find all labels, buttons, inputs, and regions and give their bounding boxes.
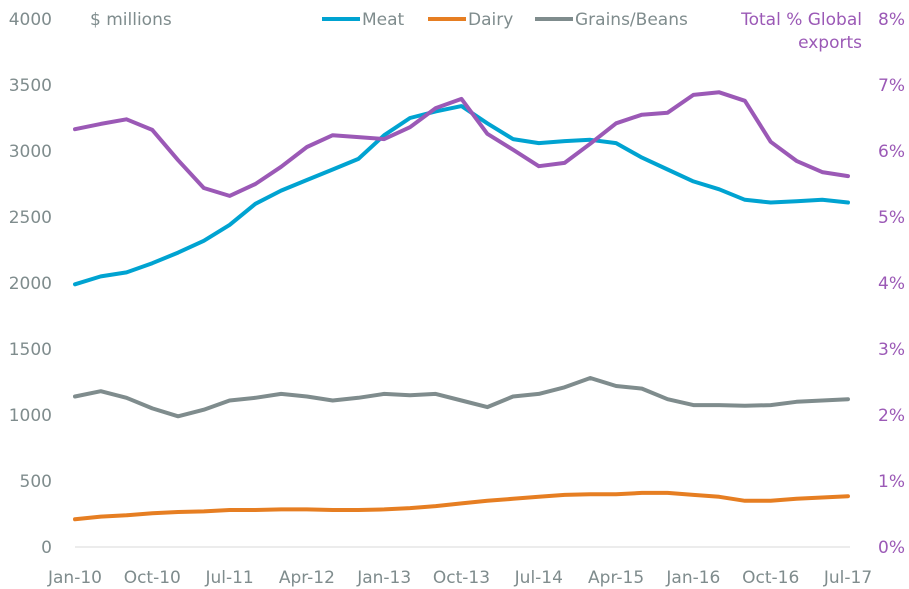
- y-tick-label: 4000: [9, 10, 52, 30]
- series-group: [73, 90, 850, 522]
- series-line-grains-beans: [73, 376, 850, 419]
- x-tick-label: Apr-12: [279, 568, 335, 588]
- x-tick-label: Jan-13: [356, 568, 411, 588]
- y-axis-label: $ millions: [90, 10, 172, 30]
- y2-tick-label: 7%: [878, 76, 905, 96]
- x-tick-label: Jul-11: [204, 568, 253, 588]
- y2-tick-label: 1%: [878, 472, 905, 492]
- y2-tick-label: 8%: [878, 10, 905, 30]
- left-axis-ticks: 0 500 1000 1500 2000 2500 3000 3500 4000: [9, 10, 52, 558]
- y2-tick-label: 0%: [878, 538, 905, 558]
- x-tick-label: Oct-10: [124, 568, 181, 588]
- y-tick-label: 0: [41, 538, 52, 558]
- right-axis-label-line2: exports: [798, 33, 862, 53]
- series-line-dairy: [73, 490, 850, 522]
- x-tick-label: Oct-16: [742, 568, 799, 588]
- y-tick-label: 2000: [9, 274, 52, 294]
- x-tick-label: Oct-13: [433, 568, 490, 588]
- y2-tick-label: 5%: [878, 208, 905, 228]
- legend: Meat Dairy Grains/Beans: [322, 10, 688, 30]
- y-tick-label: 1500: [9, 340, 52, 360]
- y-tick-label: 1000: [9, 406, 52, 426]
- series-line-total-global-exports: [73, 90, 850, 198]
- y-tick-label: 2500: [9, 208, 52, 228]
- legend-label-grains: Grains/Beans: [575, 10, 688, 30]
- y-tick-label: 3000: [9, 142, 52, 162]
- legend-label-dairy: Dairy: [468, 10, 513, 30]
- y2-tick-label: 4%: [878, 274, 905, 294]
- x-tick-label: Jul-14: [514, 568, 563, 588]
- x-tick-label: Apr-15: [588, 568, 644, 588]
- y-tick-label: 500: [20, 472, 52, 492]
- legend-label-meat: Meat: [362, 10, 405, 30]
- x-tick-label: Jan-10: [47, 568, 102, 588]
- y2-tick-label: 2%: [878, 406, 905, 426]
- y2-tick-label: 6%: [878, 142, 905, 162]
- right-axis-ticks: 0% 1% 2% 3% 4% 5% 6% 7% 8%: [878, 10, 905, 558]
- x-tick-label: Jul-17: [823, 568, 872, 588]
- right-axis-label-line1: Total % Global: [740, 10, 862, 30]
- x-tick-label: Jan-16: [665, 568, 720, 588]
- y2-tick-label: 3%: [878, 340, 905, 360]
- series-line-meat: [73, 104, 850, 287]
- x-axis-ticks: Jan-10 Oct-10 Jul-11 Apr-12 Jan-13 Oct-13 Jul-…: [47, 568, 872, 588]
- y-tick-label: 3500: [9, 76, 52, 96]
